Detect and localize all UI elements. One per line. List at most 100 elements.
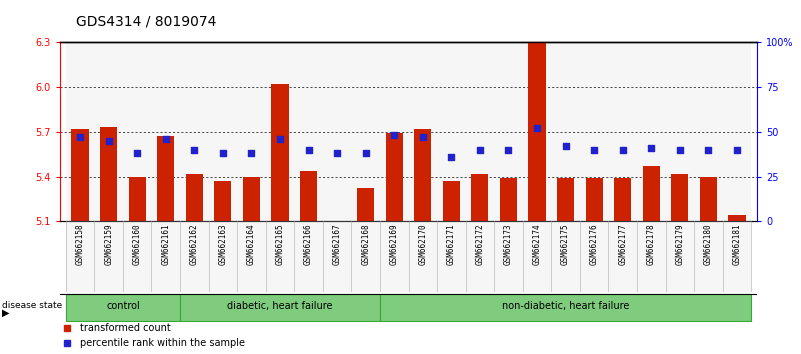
Text: ▶: ▶ bbox=[2, 308, 9, 318]
Bar bbox=[523, 221, 551, 292]
Point bbox=[302, 147, 315, 153]
Text: GSM662162: GSM662162 bbox=[190, 223, 199, 265]
Text: GSM662165: GSM662165 bbox=[276, 223, 284, 265]
Point bbox=[188, 147, 201, 153]
Bar bbox=[694, 221, 723, 292]
Bar bbox=[352, 42, 380, 221]
Bar bbox=[66, 293, 180, 321]
Point bbox=[417, 135, 429, 140]
Bar bbox=[614, 178, 631, 221]
Bar bbox=[151, 221, 180, 292]
Text: GSM662169: GSM662169 bbox=[390, 223, 399, 265]
Bar bbox=[694, 42, 723, 221]
Bar bbox=[294, 42, 323, 221]
Text: diabetic, heart failure: diabetic, heart failure bbox=[227, 302, 332, 312]
Bar bbox=[100, 127, 117, 221]
Bar bbox=[494, 42, 523, 221]
Bar bbox=[95, 221, 123, 292]
Bar bbox=[557, 178, 574, 221]
Point bbox=[103, 138, 115, 144]
Bar bbox=[437, 221, 465, 292]
Bar bbox=[208, 42, 237, 221]
Bar bbox=[300, 171, 317, 221]
Bar bbox=[237, 221, 266, 292]
Point bbox=[216, 150, 229, 156]
Point bbox=[445, 154, 457, 160]
Text: GSM662175: GSM662175 bbox=[561, 223, 570, 265]
Bar bbox=[642, 166, 660, 221]
Bar bbox=[151, 42, 180, 221]
Bar bbox=[380, 42, 409, 221]
Bar bbox=[443, 181, 460, 221]
Text: transformed count: transformed count bbox=[79, 322, 171, 332]
Bar bbox=[523, 42, 551, 221]
Point bbox=[131, 150, 143, 156]
Bar bbox=[551, 221, 580, 292]
Bar bbox=[157, 136, 175, 221]
Bar bbox=[323, 42, 352, 221]
Text: GSM662180: GSM662180 bbox=[704, 223, 713, 265]
Bar bbox=[123, 221, 151, 292]
Bar bbox=[129, 177, 146, 221]
Bar bbox=[414, 129, 432, 221]
Point bbox=[274, 136, 287, 142]
Point bbox=[731, 147, 743, 153]
Bar bbox=[529, 42, 545, 221]
Bar bbox=[266, 221, 294, 292]
Bar bbox=[637, 221, 666, 292]
Point bbox=[645, 145, 658, 151]
Bar bbox=[71, 129, 89, 221]
Point bbox=[674, 147, 686, 153]
Text: GSM662160: GSM662160 bbox=[133, 223, 142, 265]
Bar bbox=[123, 42, 151, 221]
Text: GSM662170: GSM662170 bbox=[418, 223, 427, 265]
Bar bbox=[700, 177, 717, 221]
Bar bbox=[272, 84, 288, 221]
Text: disease state: disease state bbox=[2, 301, 62, 310]
Text: GSM662163: GSM662163 bbox=[219, 223, 227, 265]
Point bbox=[530, 125, 543, 131]
Bar bbox=[609, 221, 637, 292]
Point bbox=[502, 147, 515, 153]
Text: GSM662167: GSM662167 bbox=[332, 223, 341, 265]
Bar bbox=[215, 181, 231, 221]
Point bbox=[473, 147, 486, 153]
Bar bbox=[500, 178, 517, 221]
Text: GSM662172: GSM662172 bbox=[476, 223, 485, 265]
Bar bbox=[237, 42, 266, 221]
Text: GSM662166: GSM662166 bbox=[304, 223, 313, 265]
Text: GSM662177: GSM662177 bbox=[618, 223, 627, 265]
Text: GSM662181: GSM662181 bbox=[732, 223, 742, 265]
Point bbox=[331, 150, 344, 156]
Bar bbox=[580, 42, 609, 221]
Bar bbox=[380, 293, 751, 321]
Bar bbox=[409, 42, 437, 221]
Bar bbox=[180, 293, 380, 321]
Bar bbox=[437, 42, 465, 221]
Point bbox=[616, 147, 629, 153]
Bar bbox=[66, 42, 95, 221]
Point bbox=[588, 147, 601, 153]
Bar bbox=[580, 221, 609, 292]
Text: GSM662171: GSM662171 bbox=[447, 223, 456, 265]
Bar bbox=[637, 42, 666, 221]
Text: GSM662174: GSM662174 bbox=[533, 223, 541, 265]
Text: GSM662161: GSM662161 bbox=[161, 223, 171, 265]
Point bbox=[702, 147, 714, 153]
Bar bbox=[180, 42, 208, 221]
Bar bbox=[409, 221, 437, 292]
Point bbox=[360, 150, 372, 156]
Text: GSM662158: GSM662158 bbox=[75, 223, 85, 265]
Bar bbox=[609, 42, 637, 221]
Point bbox=[159, 136, 172, 142]
Point bbox=[388, 133, 400, 138]
Bar bbox=[208, 221, 237, 292]
Bar bbox=[266, 42, 294, 221]
Bar bbox=[352, 221, 380, 292]
Bar bbox=[666, 221, 694, 292]
Bar bbox=[357, 188, 374, 221]
Bar bbox=[380, 221, 409, 292]
Bar bbox=[323, 221, 352, 292]
Bar bbox=[385, 133, 403, 221]
Bar bbox=[723, 42, 751, 221]
